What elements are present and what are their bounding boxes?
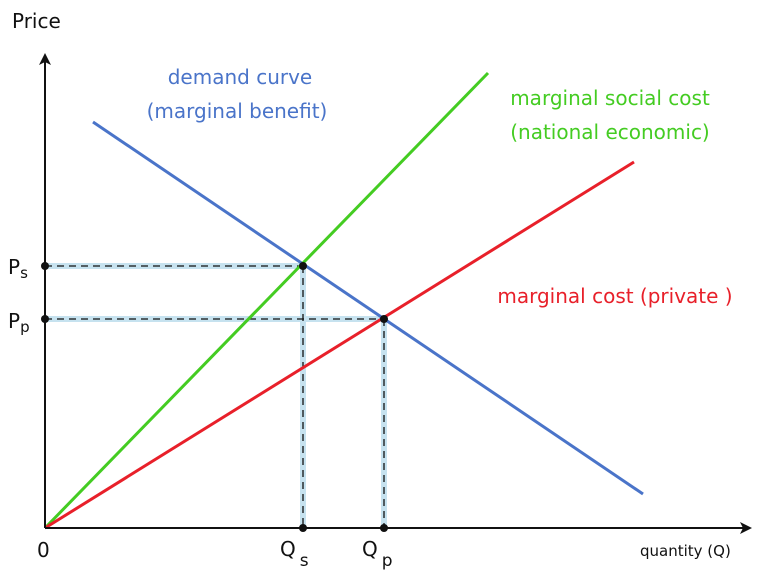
demand-label: (marginal benefit) bbox=[147, 99, 328, 123]
y-label: Price bbox=[12, 9, 61, 33]
guides bbox=[45, 263, 387, 528]
price-label: Ps bbox=[8, 255, 28, 282]
msc-line bbox=[43, 71, 490, 530]
origin: 0 bbox=[37, 538, 50, 562]
msc-label: marginal social cost bbox=[510, 86, 710, 110]
demand-line bbox=[92, 120, 644, 496]
demand-label: demand curve bbox=[168, 65, 313, 89]
price-label: Pp bbox=[8, 309, 30, 336]
mc-label: marginal cost (private ) bbox=[497, 284, 732, 308]
points bbox=[41, 262, 388, 532]
msc-label: (national economic) bbox=[510, 120, 710, 144]
mc-line bbox=[44, 160, 635, 530]
x-label: quantity (Q) bbox=[640, 542, 731, 560]
